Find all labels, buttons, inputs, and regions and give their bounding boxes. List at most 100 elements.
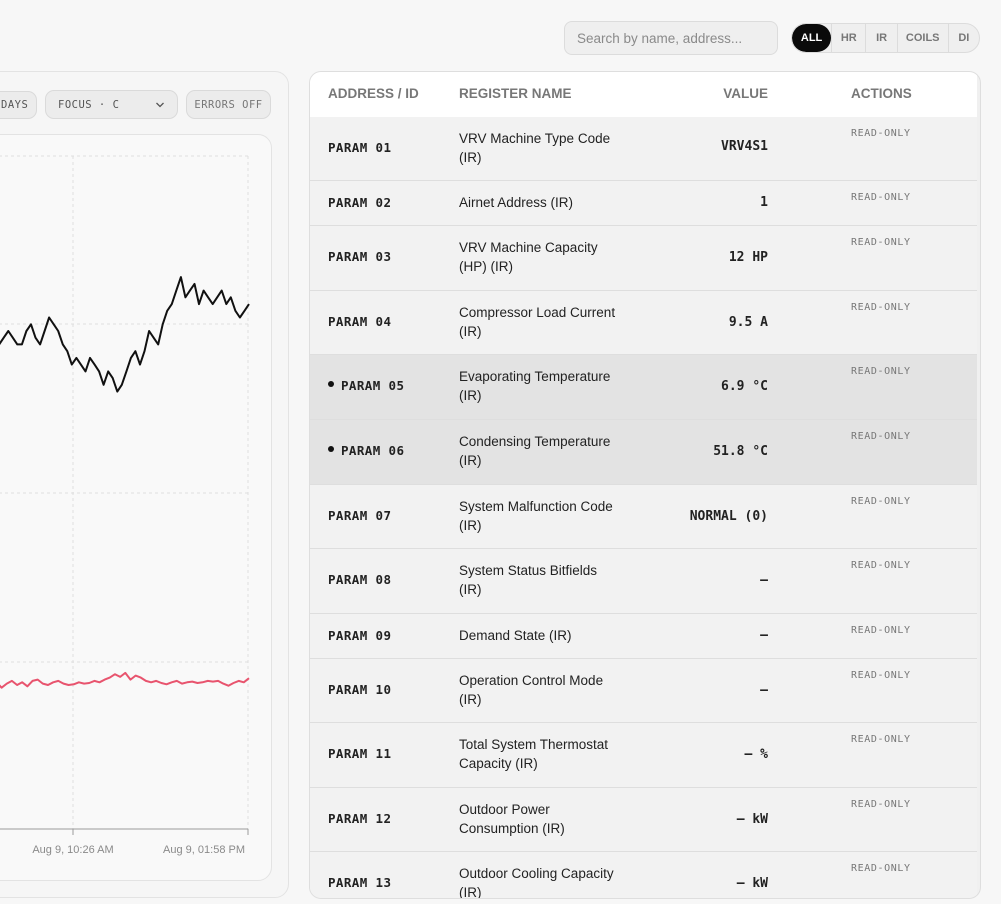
table-row[interactable]: PARAM 06 Condensing Temperature (IR) 51.8 °…	[310, 420, 977, 485]
table-row[interactable]: PARAM 05 Evaporating Temperature (IR) 6.9 °…	[310, 355, 977, 420]
filter-coils[interactable]: COILS	[896, 24, 948, 52]
register-name: Outdoor Cooling Capacity (IR)	[459, 864, 639, 898]
register-name-line: Outdoor Cooling Capacity	[459, 866, 614, 881]
search-input[interactable]	[564, 21, 778, 55]
register-name: Demand State (IR)	[459, 626, 639, 645]
table-row[interactable]: PARAM 12 Outdoor Power Consumption (IR) — k…	[310, 788, 977, 852]
table-row[interactable]: PARAM 09 Demand State (IR) — READ-ONLY	[310, 614, 977, 659]
register-name-line: (IR)	[459, 453, 482, 468]
register-address-text: PARAM 11	[328, 746, 392, 761]
register-name: Evaporating Temperature (IR)	[459, 367, 639, 405]
register-value: — kW	[736, 812, 768, 827]
register-name: System Status Bitfields (IR)	[459, 561, 639, 599]
register-name-line: Condensing Temperature	[459, 434, 611, 449]
register-name-line: Evaporating Temperature	[459, 369, 611, 384]
register-name-line: System Malfunction Code	[459, 499, 613, 514]
register-address-text: PARAM 08	[328, 572, 392, 587]
x-tick-label: Aug 9, 01:58 PM	[163, 844, 245, 856]
filter-di[interactable]: DI	[947, 24, 979, 52]
table-row[interactable]: PARAM 07 System Malfunction Code (IR) NORMA…	[310, 485, 977, 549]
register-address-text: PARAM 06	[341, 443, 405, 458]
register-name: VRV Machine Type Code (IR)	[459, 129, 639, 167]
register-name: Condensing Temperature (IR)	[459, 432, 639, 470]
read-only-badge: READ-ONLY	[851, 863, 911, 874]
read-only-badge: READ-ONLY	[851, 496, 911, 507]
filter-hr[interactable]: HR	[831, 24, 865, 52]
register-name: System Malfunction Code (IR)	[459, 497, 639, 535]
register-value: —	[760, 628, 768, 643]
chart-area: Aug 9, 10:26 AM Aug 9, 01:58 PM	[0, 134, 272, 881]
register-address-text: PARAM 05	[341, 378, 405, 393]
read-only-badge: READ-ONLY	[851, 670, 911, 681]
read-only-badge: READ-ONLY	[851, 734, 911, 745]
register-name: Total System Thermostat Capacity (IR)	[459, 735, 639, 773]
read-only-badge: READ-ONLY	[851, 625, 911, 636]
register-name-line: Operation Control Mode	[459, 673, 604, 688]
read-only-badge: READ-ONLY	[851, 237, 911, 248]
register-name-line: (IR)	[459, 388, 482, 403]
focus-select[interactable]: FOCUS · C	[45, 90, 178, 119]
register-name-line: Compressor Load Current	[459, 305, 616, 320]
register-address: PARAM 07	[328, 508, 391, 523]
register-table: ADDRESS / ID REGISTER NAME VALUE ACTIONS…	[309, 71, 981, 899]
register-name-line: (IR)	[459, 150, 482, 165]
read-only-badge: READ-ONLY	[851, 192, 911, 203]
table-row[interactable]: PARAM 08 System Status Bitfields (IR) — READ…	[310, 549, 977, 614]
register-name-line: Total System Thermostat	[459, 737, 609, 752]
read-only-badge: READ-ONLY	[851, 302, 911, 313]
register-name-line: (IR)	[459, 582, 482, 597]
register-address: PARAM 02	[328, 195, 391, 210]
table-row[interactable]: PARAM 01 VRV Machine Type Code (IR) VRV4S1 R…	[310, 117, 977, 181]
register-address: PARAM 13	[328, 875, 391, 890]
read-only-badge: READ-ONLY	[851, 431, 911, 442]
register-name: VRV Machine Capacity (HP) (IR)	[459, 238, 639, 276]
series-line-dark	[0, 276, 250, 393]
table-row[interactable]: PARAM 03 VRV Machine Capacity (HP) (IR) 12 …	[310, 226, 977, 291]
register-address-text: PARAM 01	[328, 140, 392, 155]
register-address: PARAM 12	[328, 811, 391, 826]
read-only-badge: READ-ONLY	[851, 128, 911, 139]
table-row[interactable]: PARAM 04 Compressor Load Current (IR) 9.5 A…	[310, 291, 977, 355]
register-name: Airnet Address (IR)	[459, 193, 639, 212]
register-name-line: (IR)	[459, 324, 482, 339]
register-address-text: PARAM 12	[328, 811, 392, 826]
focus-dot-icon	[328, 381, 334, 387]
register-address-text: PARAM 03	[328, 249, 392, 264]
filter-all[interactable]: ALL	[792, 24, 832, 52]
register-address: PARAM 11	[328, 746, 391, 761]
filter-ir[interactable]: IR	[865, 24, 896, 52]
header-value: VALUE	[723, 86, 768, 101]
table-row[interactable]: PARAM 13 Outdoor Cooling Capacity (IR) — kW…	[310, 852, 977, 898]
chevron-down-icon	[156, 102, 164, 108]
register-name-line: Consumption (IR)	[459, 821, 565, 836]
register-name-line: Capacity (IR)	[459, 756, 538, 771]
header-address: ADDRESS / ID	[328, 86, 419, 101]
register-value: 51.8 °C	[713, 444, 768, 459]
register-address: PARAM 04	[328, 314, 391, 329]
errors-toggle[interactable]: ERRORS OFF	[186, 90, 271, 119]
register-name: Operation Control Mode (IR)	[459, 671, 639, 709]
table-row[interactable]: PARAM 10 Operation Control Mode (IR) — READ-…	[310, 659, 977, 723]
table-row[interactable]: PARAM 11 Total System Thermostat Capacity …	[310, 723, 977, 788]
register-name-line: VRV Machine Capacity	[459, 240, 598, 255]
register-value: 12 HP	[728, 250, 768, 265]
register-value: — kW	[736, 876, 768, 891]
register-address: PARAM 10	[328, 682, 391, 697]
register-value: 9.5 A	[728, 315, 768, 330]
register-address: PARAM 09	[328, 628, 391, 643]
register-address-text: PARAM 09	[328, 628, 392, 643]
table-row[interactable]: PARAM 02 Airnet Address (IR) 1 READ-ONLY	[310, 181, 977, 226]
header-actions: ACTIONS	[851, 86, 912, 101]
register-address-text: PARAM 02	[328, 195, 392, 210]
register-address: PARAM 08	[328, 572, 391, 587]
register-type-filter: ALL HR IR COILS DI	[791, 23, 980, 53]
register-name-line: (IR)	[459, 692, 482, 707]
register-name-line: VRV Machine Type Code	[459, 131, 611, 146]
register-name-line: (IR)	[459, 518, 482, 533]
register-address-text: PARAM 10	[328, 682, 392, 697]
header-register-name: REGISTER NAME	[459, 86, 572, 101]
register-name-line: Airnet Address (IR)	[459, 195, 574, 210]
range-button[interactable]: DAYS	[0, 91, 37, 119]
register-name-line: Outdoor Power	[459, 802, 550, 817]
errors-label: ERRORS OFF	[194, 98, 263, 111]
